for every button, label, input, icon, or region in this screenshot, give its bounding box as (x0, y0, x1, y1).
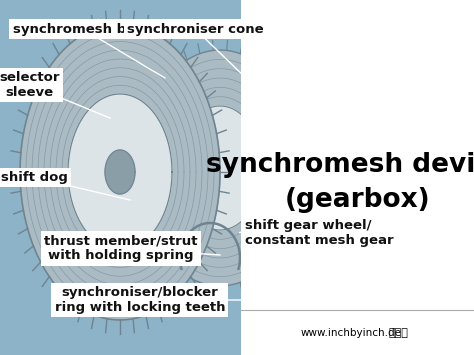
Polygon shape (268, 80, 392, 256)
Text: shift dog: shift dog (0, 171, 68, 184)
Text: (gearbox): (gearbox) (284, 187, 430, 213)
Text: ⒸⓘⓈ: ⒸⓘⓈ (389, 328, 409, 338)
Text: synchroniser cone: synchroniser cone (127, 23, 264, 36)
Polygon shape (190, 70, 326, 266)
FancyBboxPatch shape (241, 0, 474, 355)
Polygon shape (68, 94, 172, 250)
Polygon shape (204, 90, 312, 246)
Text: selector
sleeve: selector sleeve (0, 71, 60, 99)
Polygon shape (20, 24, 220, 320)
Polygon shape (225, 20, 435, 316)
Text: synchroniser/blocker
ring with locking teeth: synchroniser/blocker ring with locking t… (55, 286, 225, 314)
Text: shift gear wheel/
constant mesh gear: shift gear wheel/ constant mesh gear (245, 219, 393, 246)
Text: www.inchbyinch.de: www.inchbyinch.de (301, 328, 402, 338)
Polygon shape (208, 56, 364, 280)
Polygon shape (226, 80, 346, 256)
Polygon shape (105, 150, 135, 194)
Polygon shape (178, 106, 262, 230)
Polygon shape (138, 50, 302, 286)
Polygon shape (310, 140, 350, 196)
Text: synchromesh body: synchromesh body (13, 23, 153, 36)
Text: synchromesh device: synchromesh device (206, 152, 474, 178)
Text: thrust member/strut
with holding spring: thrust member/strut with holding spring (44, 235, 198, 262)
